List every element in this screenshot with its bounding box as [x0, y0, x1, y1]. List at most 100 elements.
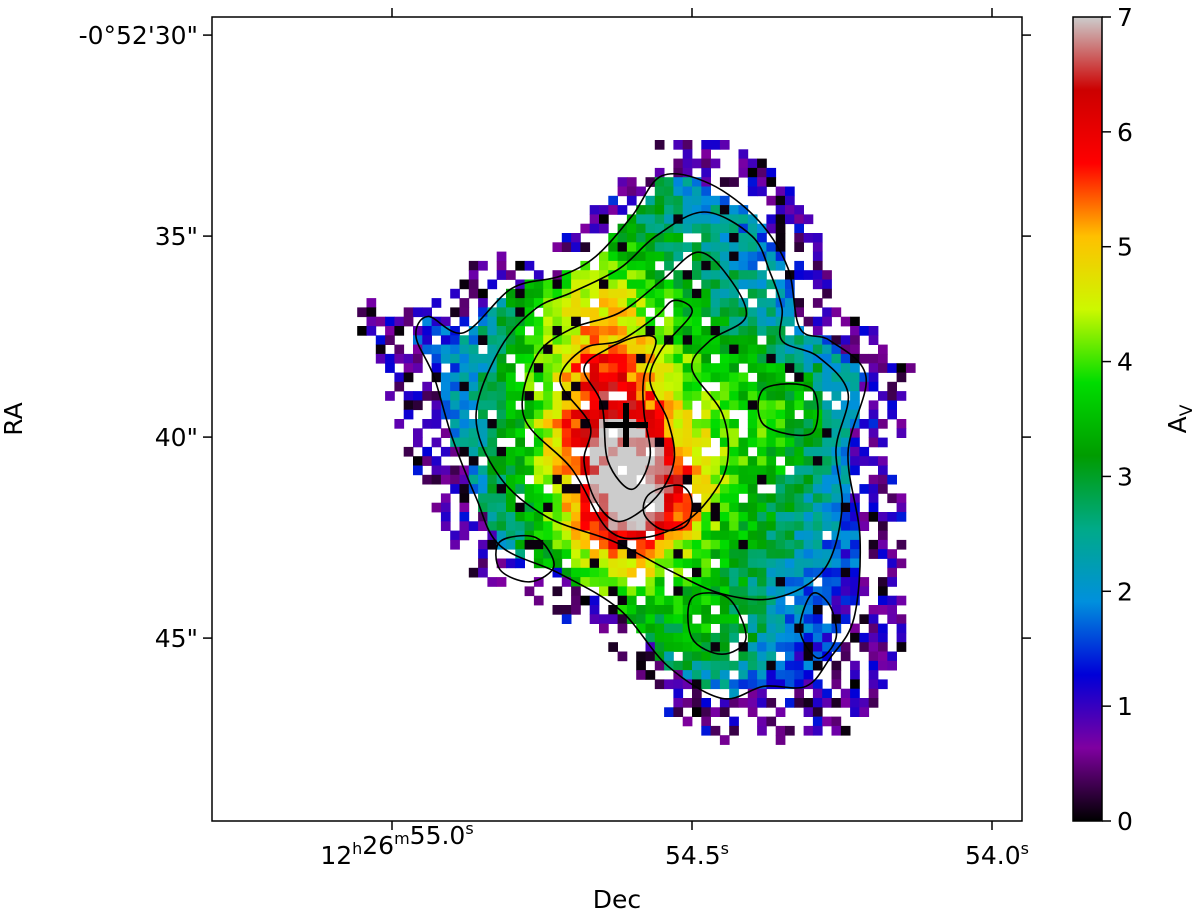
contour-lines [415, 172, 868, 700]
heatmap-pixel [878, 363, 888, 373]
heatmap-pixel [747, 186, 758, 197]
heatmap-pixel [394, 344, 405, 355]
heatmap-pixel [812, 242, 823, 252]
heatmap-pixel [822, 446, 832, 457]
heatmap-pixel [515, 335, 525, 345]
heatmap-pixel [626, 372, 637, 383]
heatmap-pixel [543, 456, 553, 466]
heatmap-pixel [561, 400, 572, 411]
heatmap-pixel [785, 381, 795, 392]
heatmap-pixel [701, 158, 711, 169]
heatmap-pixel [468, 344, 479, 355]
heatmap-pixel [785, 428, 795, 438]
heatmap-pixel [478, 502, 488, 513]
heatmap-pixel [747, 688, 758, 699]
heatmap-pixel [664, 233, 674, 243]
heatmap-pixel [812, 251, 823, 262]
heatmap-pixel [822, 558, 832, 569]
heatmap-pixel [803, 725, 814, 736]
heatmap-pixel [701, 725, 711, 736]
heatmap-pixel [645, 437, 656, 448]
heatmap-pixel [599, 521, 609, 531]
heatmap-pixel [664, 558, 674, 569]
heatmap-pixel [617, 605, 628, 615]
heatmap-pixel [617, 502, 628, 513]
heatmap-pixel [413, 326, 423, 336]
heatmap-pixel [617, 428, 628, 438]
heatmap-pixel [673, 484, 684, 494]
heatmap-pixel [599, 614, 609, 624]
heatmap-pixel [719, 205, 730, 215]
heatmap-pixel [775, 670, 786, 680]
heatmap-pixel [803, 642, 814, 652]
heatmap-pixel [450, 400, 460, 411]
heatmap-pixel [878, 632, 888, 643]
heatmap-pixel [515, 474, 525, 485]
heatmap-pixel [561, 567, 572, 578]
heatmap-pixel [654, 270, 665, 280]
heatmap-pixel [459, 474, 470, 485]
heatmap-pixel [747, 326, 758, 336]
heatmap-pixel [822, 270, 832, 280]
heatmap-pixel [747, 288, 758, 299]
heatmap-pixel [645, 484, 656, 494]
heatmap-pixel [580, 409, 591, 420]
heatmap-pixel [608, 400, 618, 411]
heatmap-pixel [822, 623, 832, 634]
tick-seconds: 54.0 [965, 841, 1021, 870]
heatmap-pixel [840, 465, 851, 476]
heatmap-pixel [561, 419, 572, 429]
heatmap-pixel [831, 391, 842, 401]
heatmap-pixel [710, 288, 721, 299]
heatmap-pixel [654, 186, 665, 197]
heatmap-pixel [524, 512, 535, 522]
heatmap-pixel [459, 484, 470, 494]
heatmap-pixel [692, 307, 702, 318]
heatmap-pixel [664, 260, 674, 271]
heatmap-pixel [636, 502, 646, 513]
heatmap-pixel [515, 298, 525, 308]
heatmap-pixel [654, 419, 665, 429]
heatmap-pixel [533, 288, 544, 299]
heatmap-pixel [803, 353, 814, 364]
heatmap-pixel [664, 437, 674, 448]
heatmap-pixel [812, 530, 823, 541]
heatmap-pixel [543, 409, 553, 420]
heatmap-pixel [561, 549, 572, 559]
heatmap-pixel [719, 372, 730, 383]
heatmap-pixel [506, 400, 516, 411]
heatmap-pixel [738, 567, 749, 578]
heatmap-pixel [729, 372, 739, 383]
heatmap-pixel [701, 530, 711, 541]
heatmap-pixel [571, 270, 581, 280]
heatmap-pixel [785, 419, 795, 429]
heatmap-pixel [645, 632, 656, 643]
heatmap-pixel [812, 437, 823, 448]
heatmap-pixel [366, 326, 377, 336]
heatmap-pixel [710, 140, 721, 150]
heatmap-pixel [701, 205, 711, 215]
heatmap-pixel [468, 372, 479, 383]
heatmap-pixel [506, 344, 516, 355]
heatmap-pixel [775, 344, 786, 355]
heatmap-pixel [645, 344, 656, 355]
heatmap-pixel [757, 698, 767, 708]
heatmap-pixel [394, 372, 405, 383]
heatmap-pixel [543, 428, 553, 438]
heatmap-pixel [682, 279, 693, 290]
heatmap-pixel [729, 716, 739, 727]
heatmap-pixel [766, 567, 777, 578]
heatmap-pixel [552, 363, 563, 373]
heatmap-pixel [599, 400, 609, 411]
heatmap-pixel [459, 307, 470, 318]
heatmap-pixel [561, 288, 572, 299]
heatmap-pixel [487, 456, 498, 466]
heatmap-pixel [478, 372, 488, 383]
heatmap-pixel [719, 251, 730, 262]
heatmap-pixel [757, 530, 767, 541]
heatmap-pixel [840, 344, 851, 355]
heatmap-pixel [580, 558, 591, 569]
heatmap-pixel [710, 660, 721, 671]
heatmap-pixel [682, 391, 693, 401]
heatmap-pixel [747, 614, 758, 624]
